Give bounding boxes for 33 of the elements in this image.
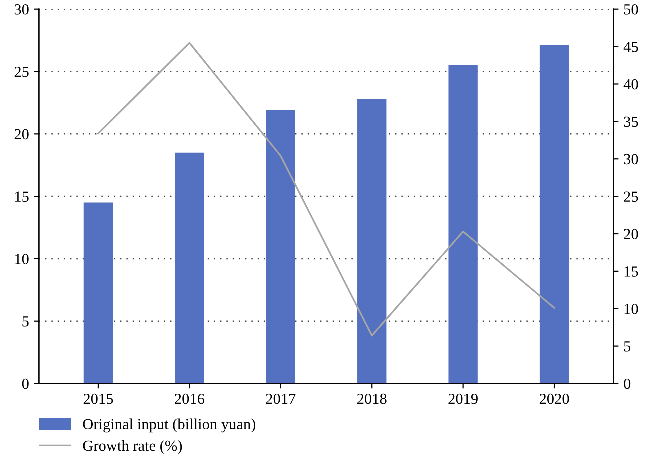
y2-tick-label: 40: [624, 79, 638, 90]
x-tick-label: 2020: [540, 394, 570, 404]
x-tick-label: 2018: [358, 394, 387, 404]
bar: [540, 46, 570, 384]
x-tick-label: 2015: [84, 394, 114, 404]
bar: [84, 202, 114, 384]
y-tick-label: 20: [14, 129, 29, 140]
y2-tick-label: 50: [624, 4, 638, 15]
y2-tick-label: 15: [624, 266, 638, 277]
line-series: [98, 42, 556, 337]
y2-tick-label: 5: [624, 342, 631, 352]
y2-tick-label: 25: [624, 192, 638, 202]
bar: [266, 110, 296, 384]
y2-tick-label: 20: [624, 229, 638, 240]
bar: [448, 66, 478, 384]
bar: [175, 152, 204, 384]
y2-tick-label: 30: [624, 154, 638, 165]
bar: [358, 99, 387, 384]
y-tick-label: 15: [16, 192, 29, 202]
legend-label: Original input (billion yuan): [83, 418, 256, 433]
y-tick-label: 30: [14, 4, 29, 15]
x-tick-label: 2016: [175, 394, 205, 404]
y2-tick-label: 10: [624, 304, 638, 314]
x-tick-label: 2019: [448, 394, 478, 404]
legend-label: Growth rate (%): [83, 440, 182, 454]
x-tick-label: 2017: [266, 394, 296, 404]
y2-tick-label: 35: [624, 116, 638, 128]
y2-tick-label: 0: [624, 378, 631, 390]
y-tick-label: 5: [22, 316, 29, 327]
y-tick-label: 0: [22, 378, 29, 390]
y-tick-label: 10: [16, 254, 29, 264]
y-tick-label: 25: [14, 66, 29, 78]
y2-tick-label: 45: [624, 42, 638, 52]
